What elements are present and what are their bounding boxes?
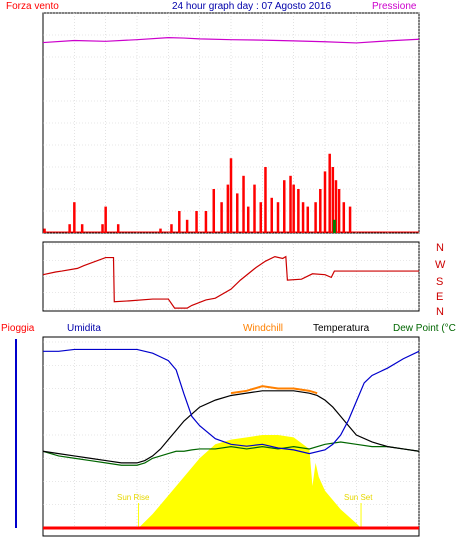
direction-label-n-top: N (436, 242, 444, 254)
pressure-axis-label: Pressione (372, 1, 417, 12)
direction-label-e: E (436, 291, 443, 303)
windchill-line (230, 385, 318, 395)
sun-rise-label: Sun Rise (117, 493, 150, 502)
panel2-frame (42, 241, 420, 312)
temperature-label: Temperatura (313, 323, 370, 334)
solar-area (138, 435, 362, 528)
pressure-line (42, 37, 420, 44)
direction-label-s: S (436, 276, 443, 288)
humidity-axis-label: Umidita (67, 323, 101, 334)
sun-set-label: Sun Set (344, 493, 373, 502)
humidity-line (43, 348, 420, 455)
rain-axis-label: Pioggia (1, 323, 35, 334)
direction-label-n-bottom: N (436, 306, 444, 318)
chart-title: 24 hour graph day : 07 Agosto 2016 (172, 1, 331, 12)
temperature-line (42, 390, 420, 464)
direction-label-w: W (435, 259, 446, 271)
wind-direction-line (42, 255, 419, 309)
dewpoint-line (42, 441, 420, 466)
wind-axis-label: Forza vento (6, 1, 59, 12)
dewpoint-label: Dew Point (°C (393, 323, 456, 334)
windchill-label: Windchill (243, 323, 283, 334)
